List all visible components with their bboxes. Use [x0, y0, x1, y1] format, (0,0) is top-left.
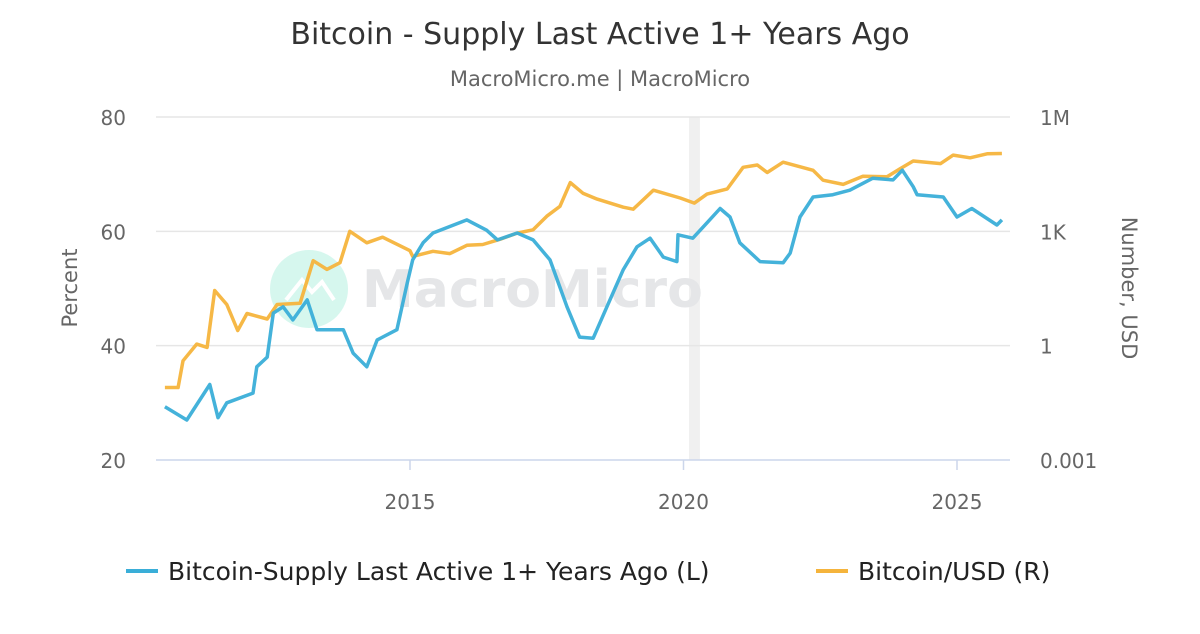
series-line-price	[164, 151, 1002, 390]
x-axis-ticks: 2015 2020 2025	[385, 460, 983, 514]
shaded-periods	[688, 117, 700, 460]
watermark-text: MacroMicro	[362, 260, 703, 320]
x-tick-label: 2020	[658, 490, 709, 514]
gridlines	[156, 116, 1010, 461]
right-tick-label: 0.001	[1040, 449, 1097, 473]
x-tick-label: 2025	[932, 490, 983, 514]
right-tick-label: 1K	[1040, 220, 1067, 244]
watermark-logo-mark	[284, 276, 336, 302]
legend-label-supply: Bitcoin-Supply Last Active 1+ Years Ago …	[168, 557, 710, 586]
series-layer	[163, 151, 1004, 422]
chart-title: Bitcoin - Supply Last Active 1+ Years Ag…	[290, 17, 909, 52]
right-axis-ticks: 0.001 1 1K 1M	[1040, 106, 1097, 473]
watermark: MacroMicro	[270, 250, 703, 328]
right-tick-label: 1M	[1040, 106, 1070, 130]
left-axis-ticks: 20 40 60 80	[101, 106, 126, 473]
left-tick-label: 80	[101, 106, 126, 130]
right-axis-label: Number, USD	[1117, 217, 1141, 360]
legend-item-price[interactable]: Bitcoin/USD (R)	[816, 557, 1050, 586]
legend-label-price: Bitcoin/USD (R)	[858, 557, 1050, 586]
shaded-period	[688, 117, 700, 460]
chart-subtitle: MacroMicro.me | MacroMicro	[450, 67, 750, 92]
left-tick-label: 60	[101, 220, 126, 244]
series-line-supply	[163, 168, 1004, 422]
left-tick-label: 40	[101, 335, 126, 359]
right-tick-label: 1	[1040, 335, 1053, 359]
legend: Bitcoin-Supply Last Active 1+ Years Ago …	[126, 557, 1050, 586]
left-axis-label: Percent	[58, 248, 82, 327]
legend-item-supply[interactable]: Bitcoin-Supply Last Active 1+ Years Ago …	[126, 557, 710, 586]
x-tick-label: 2015	[385, 490, 436, 514]
left-tick-label: 20	[101, 449, 126, 473]
